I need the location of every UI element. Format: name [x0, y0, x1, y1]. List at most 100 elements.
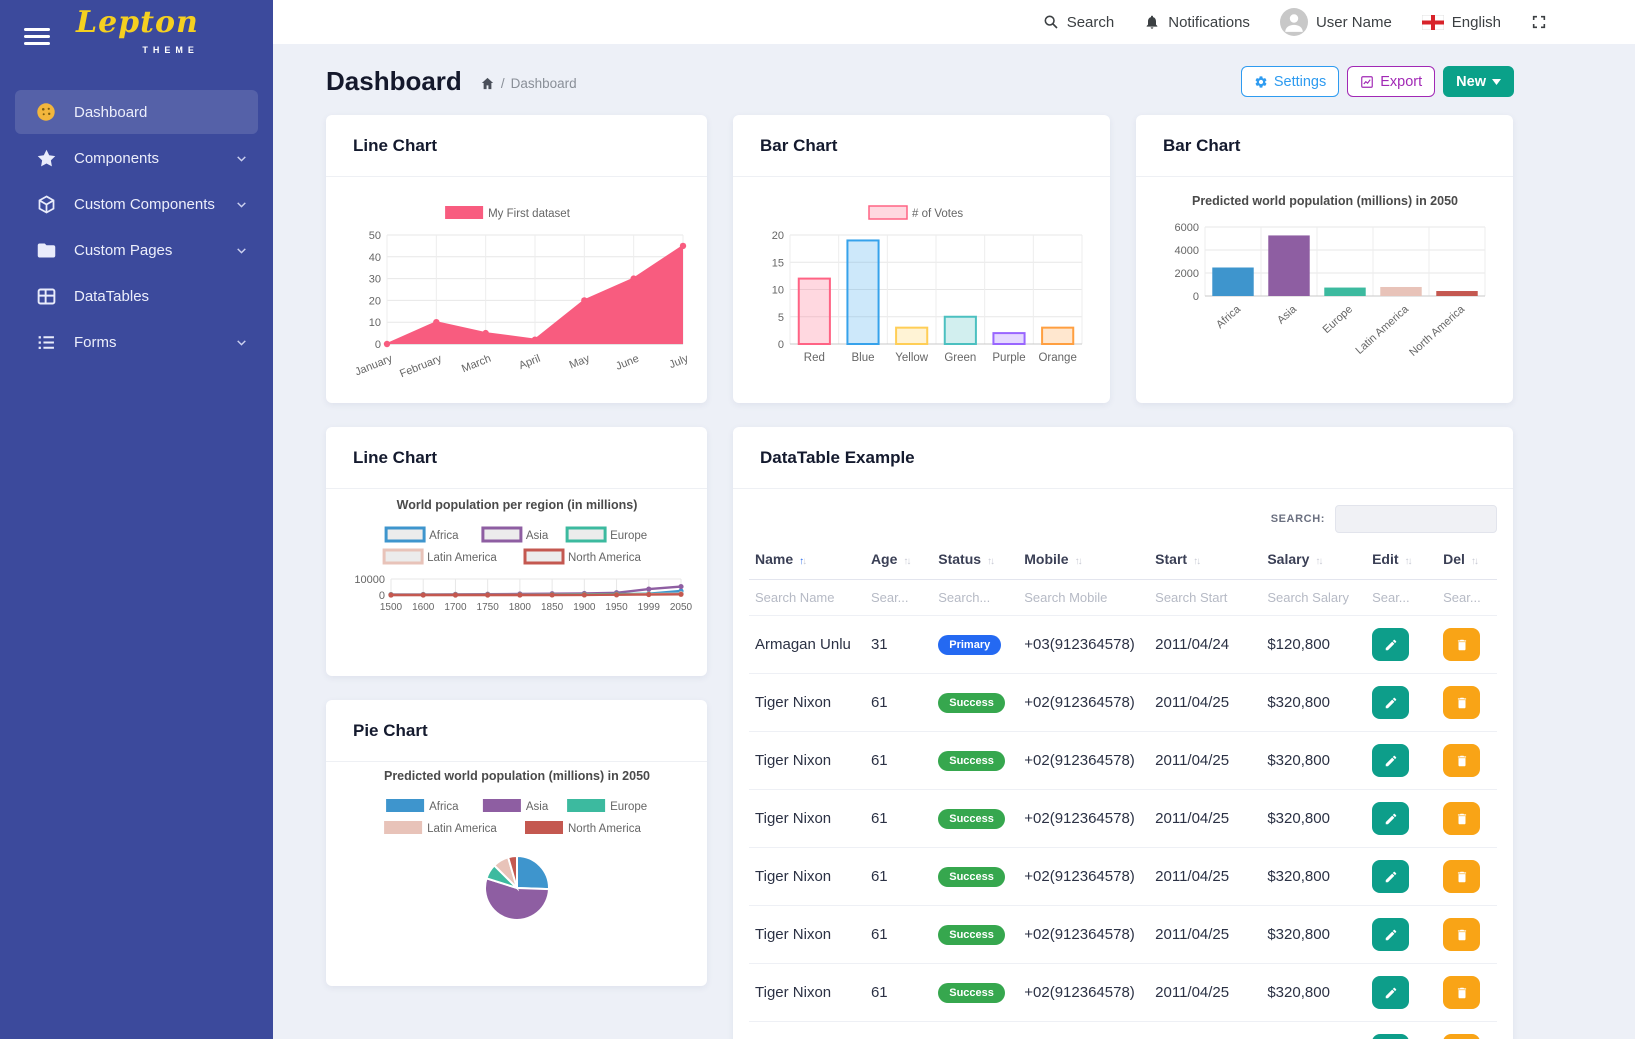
delete-button[interactable] — [1443, 686, 1481, 719]
delete-button[interactable] — [1443, 628, 1481, 661]
table-row: Armagan Unlu 31 Primary +03(912364578) 2011/… — [749, 615, 1497, 674]
status-badge: Success — [938, 866, 1005, 887]
fullscreen-toggle[interactable] — [1531, 14, 1547, 30]
sidebar-item-custom-components[interactable]: Custom Components — [15, 182, 258, 226]
svg-text:10: 10 — [771, 285, 783, 297]
cell-name: Tiger Nixon — [749, 673, 865, 732]
filter-input-age[interactable] — [870, 590, 924, 605]
sidebar-item-label: Dashboard — [74, 103, 148, 121]
cell-salary: $120,800 — [1261, 615, 1367, 674]
filter-input-mobile[interactable] — [1024, 590, 1138, 605]
filter-input-start[interactable] — [1155, 590, 1251, 605]
status-badge: Success — [938, 692, 1005, 713]
svg-text:Asia: Asia — [1275, 303, 1300, 327]
svg-text:1800: 1800 — [508, 602, 531, 613]
header-search[interactable]: Search — [1043, 14, 1114, 31]
sidebar-item-dashboard[interactable]: Dashboard — [15, 90, 258, 134]
folder-icon — [35, 239, 57, 261]
filter-input-status[interactable] — [938, 590, 1009, 605]
svg-text:2000: 2000 — [1174, 268, 1198, 280]
cell-salary: $320,800 — [1261, 963, 1367, 1022]
edit-button[interactable] — [1372, 918, 1410, 951]
bar-chart-canvas-2[interactable]: Predicted world population (millions) in… — [1136, 179, 1513, 384]
column-header-status[interactable]: Status ↑↓ — [932, 539, 1019, 580]
sort-icon: ↑↓ — [903, 556, 911, 567]
svg-text:June: June — [614, 353, 641, 373]
column-header-name[interactable]: Name ↑↓ — [749, 539, 865, 580]
column-header-del[interactable]: Del ↑↓ — [1437, 539, 1497, 580]
card-title: Pie Chart — [326, 700, 707, 762]
line-chart-canvas-2[interactable]: World population per region (in millions… — [326, 491, 707, 646]
edit-button[interactable] — [1372, 1034, 1410, 1039]
edit-button[interactable] — [1372, 802, 1410, 835]
hamburger-menu-icon[interactable] — [24, 24, 50, 49]
delete-button[interactable] — [1443, 1034, 1481, 1039]
cell-salary: $320,800 — [1261, 905, 1367, 964]
sidebar-item-components[interactable]: Components — [15, 136, 258, 180]
settings-button[interactable]: Settings — [1240, 66, 1340, 97]
sort-icon: ↑↓ — [799, 556, 807, 567]
column-header-salary[interactable]: Salary ↑↓ — [1261, 539, 1367, 580]
cube-icon — [35, 193, 57, 215]
filter-input-del[interactable] — [1443, 590, 1489, 605]
cell-edit — [1366, 905, 1438, 964]
svg-text:30: 30 — [368, 274, 380, 286]
home-icon[interactable] — [480, 76, 495, 91]
filter-input-name[interactable] — [755, 590, 854, 605]
header-notifications[interactable]: Notifications — [1144, 14, 1250, 31]
column-header-edit[interactable]: Edit ↑↓ — [1366, 539, 1438, 580]
delete-button[interactable] — [1443, 976, 1481, 1009]
svg-text:Africa: Africa — [429, 801, 459, 813]
edit-button[interactable] — [1372, 860, 1410, 893]
user-icon — [1285, 14, 1303, 32]
delete-button[interactable] — [1443, 860, 1481, 893]
edit-button[interactable] — [1372, 976, 1410, 1009]
column-header-age[interactable]: Age ↑↓ — [864, 539, 933, 580]
filter-input-edit[interactable] — [1372, 590, 1429, 605]
status-badge: Success — [938, 924, 1005, 945]
cell-name: Tiger Nixon — [749, 731, 865, 790]
cell-status: Success — [932, 731, 1019, 790]
bar-chart-canvas[interactable]: # of Votes 0 5 10 15 20 Red Blue Yellow Green Purp… — [733, 179, 1110, 384]
table-search-input[interactable] — [1335, 505, 1497, 533]
cell-edit — [1366, 731, 1438, 790]
cell-age: 61 — [864, 789, 933, 848]
list-icon — [35, 331, 57, 353]
svg-text:Red: Red — [803, 352, 824, 364]
sidebar-item-datatables[interactable]: DataTables — [15, 274, 258, 318]
edit-button[interactable] — [1372, 686, 1410, 719]
header-language[interactable]: English — [1421, 14, 1501, 31]
svg-text:50: 50 — [368, 230, 380, 242]
app-logo[interactable]: Lepton THEME — [76, 7, 199, 63]
delete-button[interactable] — [1443, 918, 1481, 951]
line-chart-card-2: Line Chart World population per region (… — [326, 427, 707, 676]
column-header-start[interactable]: Start ↑↓ — [1149, 539, 1262, 580]
sidebar-item-custom-pages[interactable]: Custom Pages — [15, 228, 258, 272]
sidebar-item-forms[interactable]: Forms — [15, 320, 258, 364]
edit-button[interactable] — [1372, 744, 1410, 777]
pie-chart-canvas[interactable]: Predicted world population (millions) in… — [326, 764, 707, 939]
new-button[interactable]: New — [1443, 66, 1514, 97]
column-header-mobile[interactable]: Mobile ↑↓ — [1018, 539, 1150, 580]
card-title: Bar Chart — [1136, 115, 1513, 177]
svg-text:10000: 10000 — [354, 574, 385, 586]
edit-button[interactable] — [1372, 628, 1410, 661]
card-title: Bar Chart — [733, 115, 1110, 177]
svg-text:Europe: Europe — [610, 530, 647, 542]
avatar — [1279, 8, 1308, 36]
delete-button[interactable] — [1443, 802, 1481, 835]
header-user[interactable]: User Name — [1279, 8, 1392, 36]
cell-start: 2011/04/25 — [1149, 1021, 1262, 1039]
svg-text:Latin America: Latin America — [1353, 303, 1411, 357]
line-chart-canvas[interactable]: My First dataset 0 10 20 30 40 50 January Februa… — [326, 179, 707, 384]
export-button[interactable]: Export — [1347, 66, 1436, 97]
filter-input-salary[interactable] — [1267, 590, 1356, 605]
delete-button[interactable] — [1443, 744, 1481, 777]
sidebar-item-label: DataTables — [74, 287, 150, 305]
svg-text:1900: 1900 — [573, 602, 596, 613]
svg-text:My First dataset: My First dataset — [488, 208, 571, 220]
chevron-down-icon — [235, 198, 248, 211]
